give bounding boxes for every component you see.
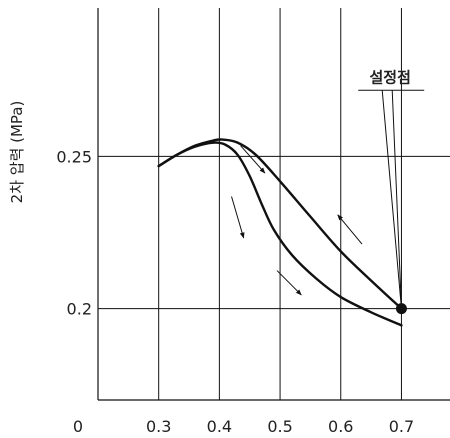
setpoint-marker bbox=[395, 303, 407, 315]
series-line-1 bbox=[157, 141, 403, 327]
setpoint-label: 설정점 bbox=[370, 68, 411, 86]
direction-arrow-0 bbox=[240, 145, 266, 174]
x-tick-label-3: 0.5 bbox=[267, 417, 292, 436]
grid bbox=[98, 8, 450, 400]
setpoint-leader-a bbox=[381, 90, 402, 309]
plot-frame bbox=[97, 8, 450, 401]
direction-arrow-2 bbox=[276, 270, 302, 296]
x-tick-label-2: 0.4 bbox=[207, 417, 232, 436]
x-tick-label-1: 0.3 bbox=[146, 417, 171, 436]
x-tick-label-0: 0 bbox=[73, 417, 83, 436]
arrow-group bbox=[231, 145, 363, 296]
tick-labels: 0 0.3 0.4 0.5 0.6 0.7 0.25 0.2 bbox=[56, 147, 414, 436]
y-axis-label: 2차 압력 (MPa) bbox=[8, 101, 26, 204]
setpoint-group: 설정점 bbox=[358, 68, 425, 315]
direction-arrow-3 bbox=[337, 214, 363, 245]
y-tick-label-1: 0.2 bbox=[67, 300, 92, 319]
y-tick-label-0: 0.25 bbox=[56, 147, 92, 166]
x-tick-label-5: 0.7 bbox=[389, 417, 414, 436]
series-group bbox=[157, 138, 403, 327]
x-tick-label-4: 0.6 bbox=[328, 417, 353, 436]
direction-arrow-1 bbox=[231, 196, 245, 239]
setpoint-leader-b bbox=[391, 90, 402, 309]
